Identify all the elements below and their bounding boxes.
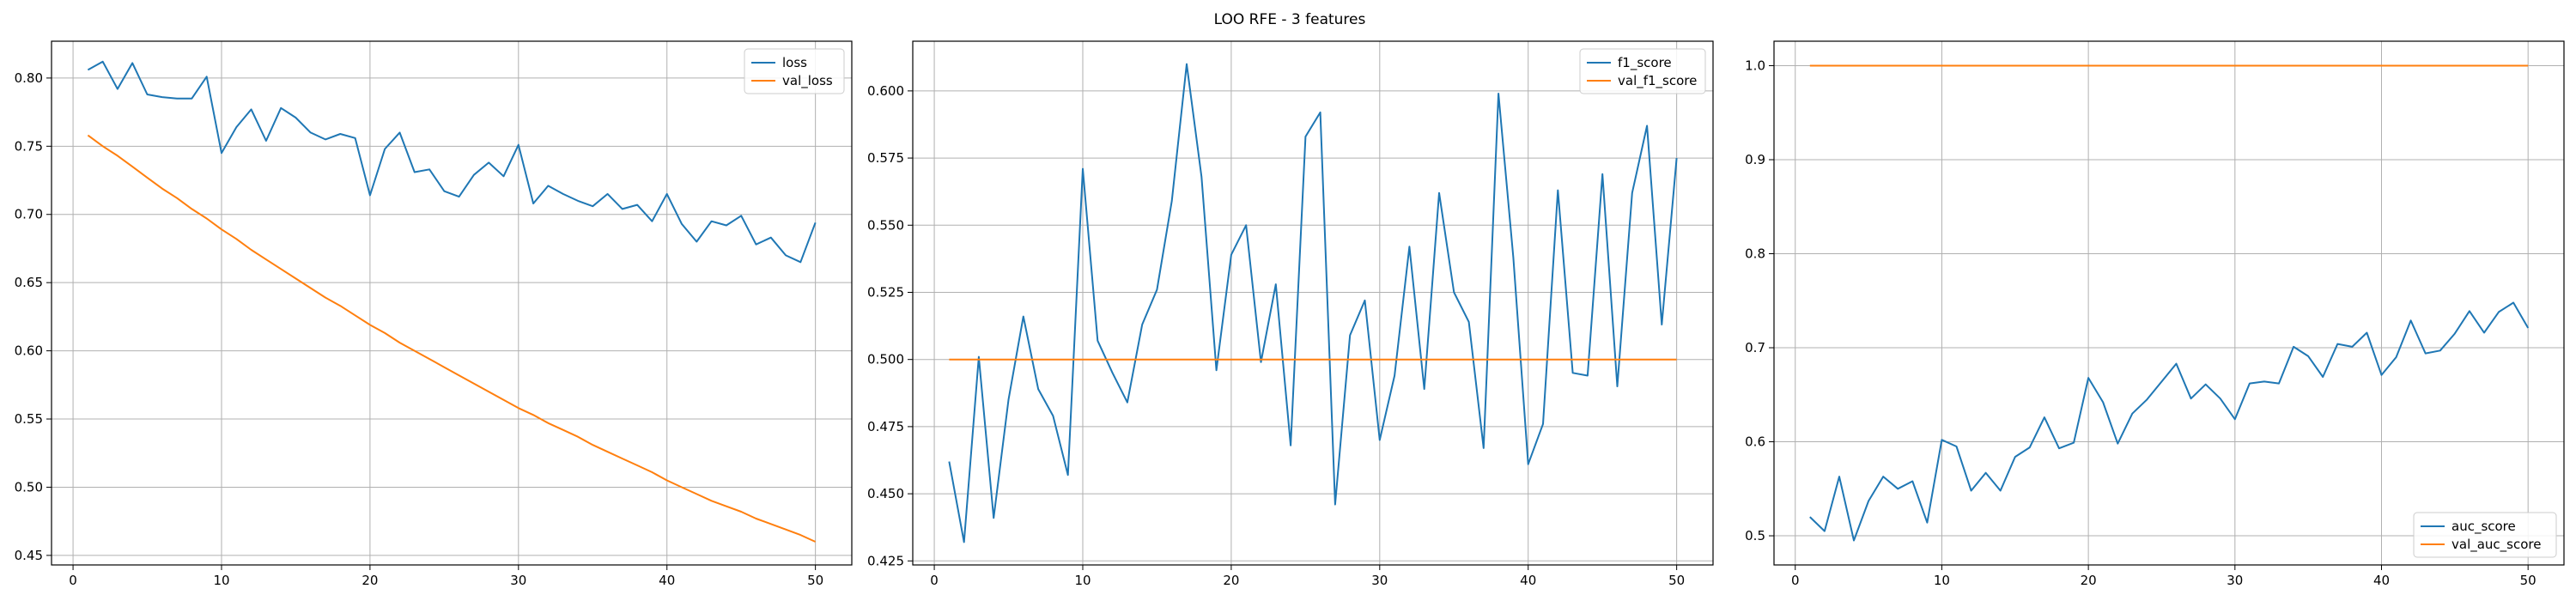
x-tick-label: 30 [1371,573,1388,588]
legend-label: f1_score [1618,55,1672,71]
x-tick-label: 50 [807,573,823,588]
y-tick-label: 0.425 [867,553,904,568]
series-line-f1-score [948,63,1678,543]
legend-box [2413,512,2557,558]
x-tick-label: 30 [2227,573,2243,588]
y-tick-label: 0.9 [1745,152,1765,167]
y-tick-label: 0.70 [15,207,43,222]
y-tick-label: 0.55 [15,411,43,427]
x-tick-label: 0 [1791,573,1800,588]
y-tick-label: 1.0 [1745,58,1765,73]
y-tick-label: 0.8 [1745,246,1765,262]
y-tick-label: 0.6 [1745,434,1765,450]
legend-label: val_auc_score [2451,537,2542,553]
y-tick-label: 0.575 [867,150,904,166]
legend-box [1579,48,1706,94]
y-tick-label: 0.60 [15,343,43,359]
x-tick-label: 40 [659,573,675,588]
x-tick-label: 0 [69,573,77,588]
legend: loss val_loss [744,48,845,94]
legend-label: auc_score [2451,519,2516,535]
y-tick-label: 0.45 [15,548,43,563]
x-tick-label: 10 [1934,573,1950,588]
y-tick-label: 0.475 [867,419,904,434]
legend-label: loss [782,55,807,70]
legend-label: val_loss [782,73,833,89]
x-tick-label: 0 [930,573,939,588]
x-tick-label: 40 [1520,573,1536,588]
y-tick-label: 0.600 [867,83,904,99]
y-tick-label: 0.75 [15,138,43,154]
x-tick-label: 10 [1074,573,1091,588]
y-tick-label: 0.7 [1745,340,1765,355]
x-tick-label: 10 [213,573,229,588]
axes-frame [51,40,853,566]
legend: auc_score val_auc_score [2413,512,2557,558]
y-tick-label: 0.65 [15,275,43,290]
x-tick-label: 50 [2520,573,2537,588]
figure-title: LOO RFE - 3 features [1214,11,1366,28]
x-tick-label: 20 [1223,573,1239,588]
y-tick-label: 0.450 [867,486,904,501]
panel-loss: 0 10 20 30 40 50 0.45 0.50 0.55 0.60 0.65 0.70 0.75 0… [15,40,853,588]
series-line-val-loss [87,134,817,543]
legend-box [744,48,845,94]
axes-frame [1773,40,2565,566]
x-tick-label: 20 [361,573,378,588]
x-tick-label: 30 [510,573,526,588]
y-tick-label: 0.500 [867,352,904,367]
series-line-loss [87,60,817,264]
y-tick-label: 0.525 [867,284,904,300]
x-tick-label: 20 [2081,573,2097,588]
legend-label: val_f1_score [1618,73,1697,89]
panel-auc-score: 0 10 20 30 40 50 0.5 0.6 0.7 0.8 0.9 1.0 auc_scoreva… [1745,40,2565,588]
y-tick-label: 0.80 [15,70,43,86]
x-tick-label: 50 [1668,573,1685,588]
y-tick-label: 0.50 [15,479,43,495]
legend: f1_score val_f1_score [1579,48,1706,94]
axes-frame [912,40,1714,566]
series-line-auc-score [1809,301,2530,542]
panel-f1-score: 0 10 20 30 40 50 0.425 0.450 0.475 0.500 0.525 0.55… [867,40,1714,588]
y-tick-label: 0.5 [1745,528,1765,543]
y-tick-label: 0.550 [867,217,904,233]
x-tick-label: 40 [2373,573,2390,588]
